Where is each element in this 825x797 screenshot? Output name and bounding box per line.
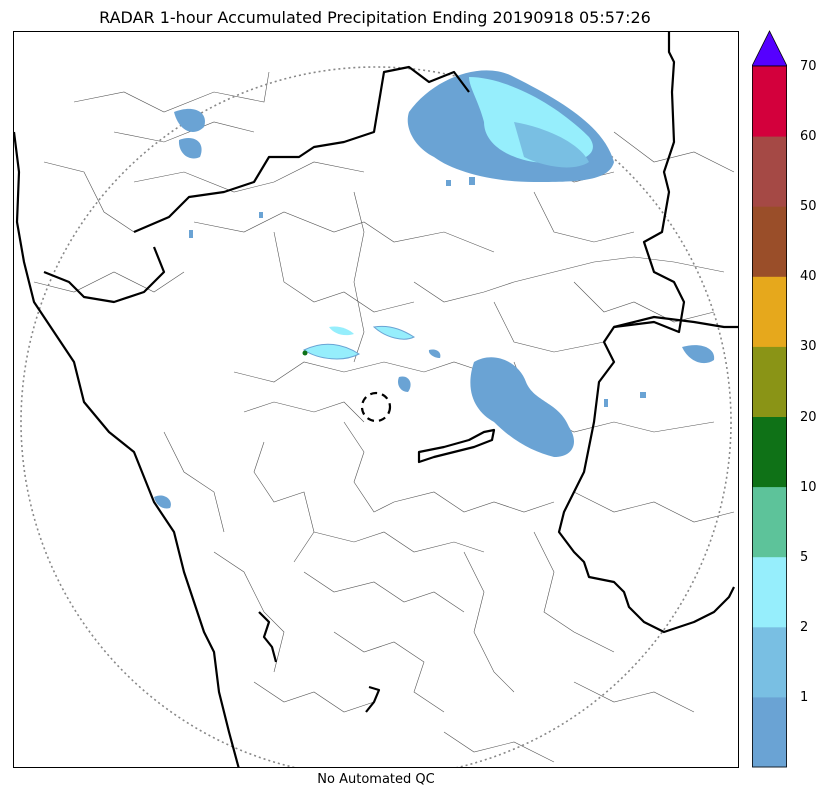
colorbar-tick-label: 70: [800, 59, 817, 74]
colorbar-bin: [752, 66, 787, 137]
colorbar-tick-label: 30: [800, 339, 817, 355]
colorbar-bin: [752, 626, 787, 698]
colorbar-bin: [752, 696, 787, 768]
colorbar-tick-label: 40: [800, 269, 817, 285]
state-boundaries: [14, 32, 738, 767]
range-ring: [20, 66, 732, 767]
district-boundaries: [33, 71, 735, 763]
colorbar-tick-label: 1: [800, 689, 809, 705]
radar-map: [13, 31, 739, 768]
colorbar-bin: [752, 416, 787, 488]
radar-site-marker: [360, 391, 392, 423]
colorbar-tick-label: 50: [800, 199, 817, 215]
colorbar-bin: [752, 556, 787, 628]
colorbar-bin: [752, 206, 787, 277]
colorbar-tick-label: 10: [800, 479, 817, 495]
colorbar-tick-label: 2: [800, 619, 809, 635]
colorbar-bin: [752, 276, 787, 347]
colorbar-tick-label: 20: [800, 409, 817, 425]
colorbar-bin: [752, 486, 787, 558]
map-title: RADAR 1-hour Accumulated Precipitation E…: [99, 8, 651, 27]
colorbar-tick-label: 5: [800, 549, 809, 565]
colorbar-bin: [752, 136, 787, 207]
colorbar-bin: [752, 346, 787, 417]
colorbar-extend-arrow: [752, 30, 787, 67]
colorbar-tick-label: 60: [800, 129, 817, 145]
colorbar: [752, 30, 787, 768]
qc-note: No Automated QC: [317, 772, 435, 787]
precipitation-echoes: [154, 70, 715, 509]
map-canvas: [14, 32, 738, 767]
